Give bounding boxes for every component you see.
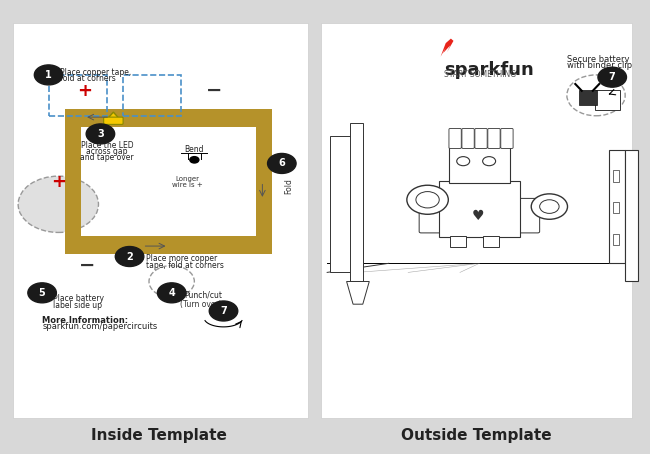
FancyBboxPatch shape (350, 123, 363, 281)
Text: 3: 3 (97, 129, 104, 139)
Text: 2: 2 (126, 252, 133, 262)
Text: (Turn over): (Turn over) (180, 300, 222, 309)
FancyBboxPatch shape (419, 198, 443, 233)
FancyBboxPatch shape (475, 128, 488, 148)
FancyBboxPatch shape (320, 23, 632, 418)
FancyBboxPatch shape (439, 181, 519, 237)
FancyBboxPatch shape (462, 128, 474, 148)
Text: 4: 4 (168, 288, 175, 298)
FancyBboxPatch shape (330, 136, 363, 272)
Text: 5: 5 (39, 288, 46, 298)
FancyBboxPatch shape (13, 23, 307, 418)
Text: ♥: ♥ (472, 209, 484, 222)
FancyBboxPatch shape (65, 236, 272, 254)
FancyBboxPatch shape (450, 236, 467, 247)
Text: Longer: Longer (176, 176, 200, 183)
Text: Place the LED: Place the LED (81, 141, 133, 150)
Text: 7: 7 (609, 72, 616, 82)
FancyBboxPatch shape (65, 109, 272, 127)
FancyBboxPatch shape (500, 128, 513, 148)
Circle shape (149, 266, 194, 297)
Circle shape (567, 75, 625, 116)
Polygon shape (107, 112, 120, 119)
Text: START SOMETHING: START SOMETHING (444, 70, 516, 79)
Circle shape (598, 67, 627, 87)
Polygon shape (441, 39, 454, 57)
Text: and tape over: and tape over (80, 153, 134, 163)
FancyBboxPatch shape (613, 202, 619, 213)
Text: label side up: label side up (53, 301, 102, 310)
Circle shape (18, 176, 98, 232)
Text: Secure battery: Secure battery (567, 54, 629, 64)
Text: across gap: across gap (86, 147, 127, 156)
Text: 6: 6 (278, 158, 285, 168)
Text: Bend: Bend (185, 145, 204, 154)
Circle shape (34, 65, 63, 85)
Circle shape (86, 124, 114, 144)
FancyBboxPatch shape (625, 150, 638, 281)
Circle shape (209, 301, 238, 321)
Text: with binder clip: with binder clip (567, 61, 632, 70)
Text: Outside Template: Outside Template (401, 428, 551, 444)
Text: 7: 7 (220, 306, 227, 316)
Circle shape (407, 185, 448, 214)
Polygon shape (346, 281, 369, 304)
Text: Inside Template: Inside Template (91, 428, 227, 444)
FancyBboxPatch shape (449, 128, 462, 148)
Text: tape, fold at corners: tape, fold at corners (146, 261, 224, 270)
Text: +: + (77, 82, 92, 100)
FancyBboxPatch shape (103, 117, 123, 124)
Text: −: − (79, 256, 96, 275)
Text: fold at corners: fold at corners (60, 74, 115, 84)
FancyBboxPatch shape (65, 109, 81, 254)
Text: Punch/cut: Punch/cut (185, 291, 223, 300)
FancyBboxPatch shape (449, 147, 510, 183)
FancyBboxPatch shape (613, 234, 619, 245)
Text: sparkfun: sparkfun (444, 61, 534, 79)
Text: wire is +: wire is + (172, 182, 203, 188)
Circle shape (190, 157, 199, 163)
Circle shape (157, 283, 186, 303)
Text: 1: 1 (46, 70, 52, 80)
FancyBboxPatch shape (578, 90, 597, 105)
Circle shape (540, 200, 559, 213)
Text: Place battery: Place battery (53, 294, 104, 303)
Circle shape (483, 157, 495, 166)
Text: +: + (51, 173, 66, 191)
FancyBboxPatch shape (256, 109, 272, 254)
Text: More Information:: More Information: (42, 316, 128, 325)
FancyBboxPatch shape (516, 198, 540, 233)
FancyBboxPatch shape (609, 150, 625, 263)
FancyBboxPatch shape (483, 236, 499, 247)
Circle shape (28, 283, 57, 303)
Circle shape (115, 247, 144, 266)
Text: −: − (205, 81, 222, 100)
Circle shape (416, 192, 439, 208)
Text: Place more copper: Place more copper (146, 254, 217, 263)
FancyBboxPatch shape (595, 90, 620, 110)
Text: Place copper tape,: Place copper tape, (60, 68, 131, 77)
Circle shape (268, 153, 296, 173)
Text: sparkfun.com/papercircuits: sparkfun.com/papercircuits (42, 322, 157, 331)
FancyBboxPatch shape (488, 128, 500, 148)
FancyBboxPatch shape (613, 170, 619, 182)
Circle shape (531, 194, 567, 219)
Text: Fold: Fold (284, 178, 292, 194)
Circle shape (457, 157, 470, 166)
